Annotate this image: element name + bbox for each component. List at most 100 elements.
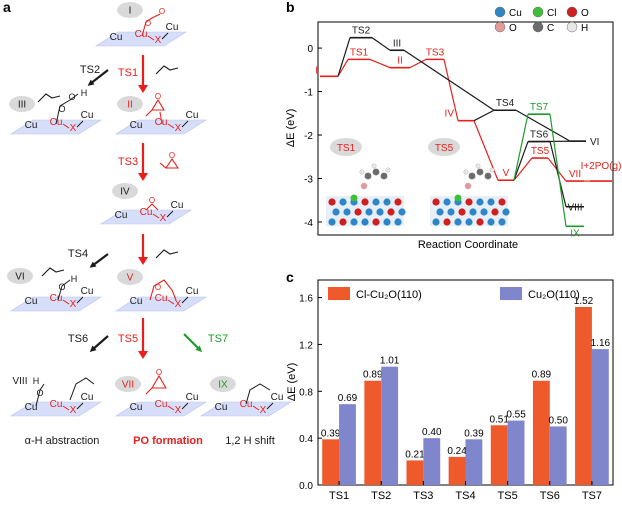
state-label-IV: IV <box>120 187 130 198</box>
atom-x: X <box>160 213 167 224</box>
inset-atom <box>383 218 391 226</box>
atom-cu: Cu <box>271 392 284 403</box>
inset-atom <box>487 218 495 226</box>
atom-cu: Cu <box>25 402 38 413</box>
bar-x-tick-label: TS4 <box>455 490 475 502</box>
inset-atom <box>372 198 380 206</box>
o-bridge <box>145 203 159 211</box>
legend-atom-h <box>566 21 578 33</box>
barrier-bar-chart: 0.0 0.4 0.8 1.2 1.6 ΔE (eV) Cl-Cu₂O(110) Cu₂O… <box>286 279 614 502</box>
bar-ts5-cl-cu2o <box>490 425 508 485</box>
bar-value-label: 0.89 <box>363 370 383 381</box>
ts2-label: TS2 <box>80 64 100 76</box>
ts4-label: TS4 <box>68 248 88 260</box>
bond-line <box>181 296 189 304</box>
atom-o: O <box>68 92 75 102</box>
inset-label: TS1 <box>337 143 356 154</box>
bar-ts6-cl-cu2o <box>532 380 550 485</box>
bar-y-tick-label: 1.6 <box>299 294 313 305</box>
bar-value-label: 0.50 <box>548 415 568 426</box>
bar-value-label: 0.89 <box>532 370 552 381</box>
legend-atom-cu <box>494 6 506 18</box>
inset-atom <box>432 218 440 226</box>
bond-line <box>167 123 175 129</box>
atom-cu: Cu <box>171 200 184 211</box>
surface-slab <box>99 209 193 225</box>
energy-y-axis-label: ΔE (eV) <box>285 109 297 148</box>
caption-1-2-h-shift: 1,2 H shift <box>225 435 275 447</box>
energy-connector <box>369 58 391 69</box>
inset-atom <box>398 208 406 216</box>
bond-line <box>147 35 155 41</box>
state-oval <box>112 183 138 199</box>
inset-atom <box>465 198 473 206</box>
bond-line <box>166 210 174 218</box>
inset-atom <box>498 218 506 226</box>
oxametallacycle <box>149 279 177 301</box>
bar-ts2-cu2o <box>381 366 399 485</box>
atom-cu: Cu <box>186 286 199 297</box>
legend-label: Cl <box>547 8 556 19</box>
inset-atom <box>447 208 455 216</box>
energy-profile-chart: 0 -1 -2 -3 -4 ΔE (eV) Reaction Coordinate Cu… <box>285 6 622 251</box>
atom-cu-center: Cu <box>240 399 253 410</box>
ts4-arrow <box>89 253 109 268</box>
bond-line <box>161 32 169 40</box>
inset-atom <box>339 198 347 206</box>
surface-slab <box>9 401 103 417</box>
bar-value-label: 0.21 <box>405 449 425 460</box>
energy-insets: TS1 TS5 <box>326 138 510 226</box>
state-oval <box>117 96 143 112</box>
bar-legend-label: Cu₂O(110) <box>528 289 580 301</box>
bar-ts6-cu2o <box>549 426 567 485</box>
inset-atom <box>502 208 510 216</box>
inset-atom-h <box>371 163 377 169</box>
inset-atom-c <box>484 172 492 180</box>
inset-atom <box>361 218 369 226</box>
atom-cu: Cu <box>215 402 228 413</box>
ts3-label: TS3 <box>118 156 138 168</box>
state-label-IX: IX <box>218 380 228 391</box>
energy-legend: Cu Cl O O C H <box>494 6 589 34</box>
oo-ligand <box>141 13 161 37</box>
inset-atom-c <box>468 172 476 180</box>
surface-slab <box>114 296 208 312</box>
ooh-ligand <box>55 93 79 125</box>
atom-x: X <box>175 299 182 310</box>
energy-level-label: I+2PO(g) <box>581 161 622 172</box>
ts4-red-arrow <box>138 234 148 265</box>
propene-molecule <box>155 249 179 259</box>
inset-atom-c <box>364 172 372 180</box>
inset-atom <box>328 218 336 226</box>
inset-label-oval <box>330 138 362 156</box>
atom-o: O <box>58 282 65 292</box>
atom-cu: Cu <box>130 120 143 131</box>
inset-atom <box>394 198 402 206</box>
energy-level-label: TS1 <box>350 47 369 58</box>
state-oval <box>9 96 35 112</box>
bar-legend-swatch <box>500 287 522 300</box>
state-label-VIII: VIII <box>12 376 27 387</box>
bond-line <box>76 296 84 304</box>
panel-label-b: b <box>286 0 295 15</box>
bar-y-tick-label: 1.2 <box>299 340 313 351</box>
energy-level-label: TS2 <box>352 26 371 37</box>
atom-cu: Cu <box>81 286 94 297</box>
energy-y-ticks: 0 -1 -2 -3 -4 <box>304 44 322 229</box>
inset-atom <box>372 218 380 226</box>
energy-y-tick-label: -2 <box>304 131 313 142</box>
atom-cu: Cu <box>25 120 38 131</box>
energy-connector <box>443 59 459 121</box>
atom-o: O <box>36 388 43 398</box>
inset-atom <box>458 208 466 216</box>
bar-value-label: 1.01 <box>380 356 400 367</box>
inset-atom <box>498 198 506 206</box>
state-label-III: III <box>18 100 26 111</box>
inset-atom <box>491 208 499 216</box>
atom-o: O <box>155 92 161 101</box>
atom-cu: Cu <box>186 110 199 121</box>
ts6-arrow <box>89 335 109 352</box>
bond-line <box>181 120 189 128</box>
surface-slab <box>114 401 208 417</box>
